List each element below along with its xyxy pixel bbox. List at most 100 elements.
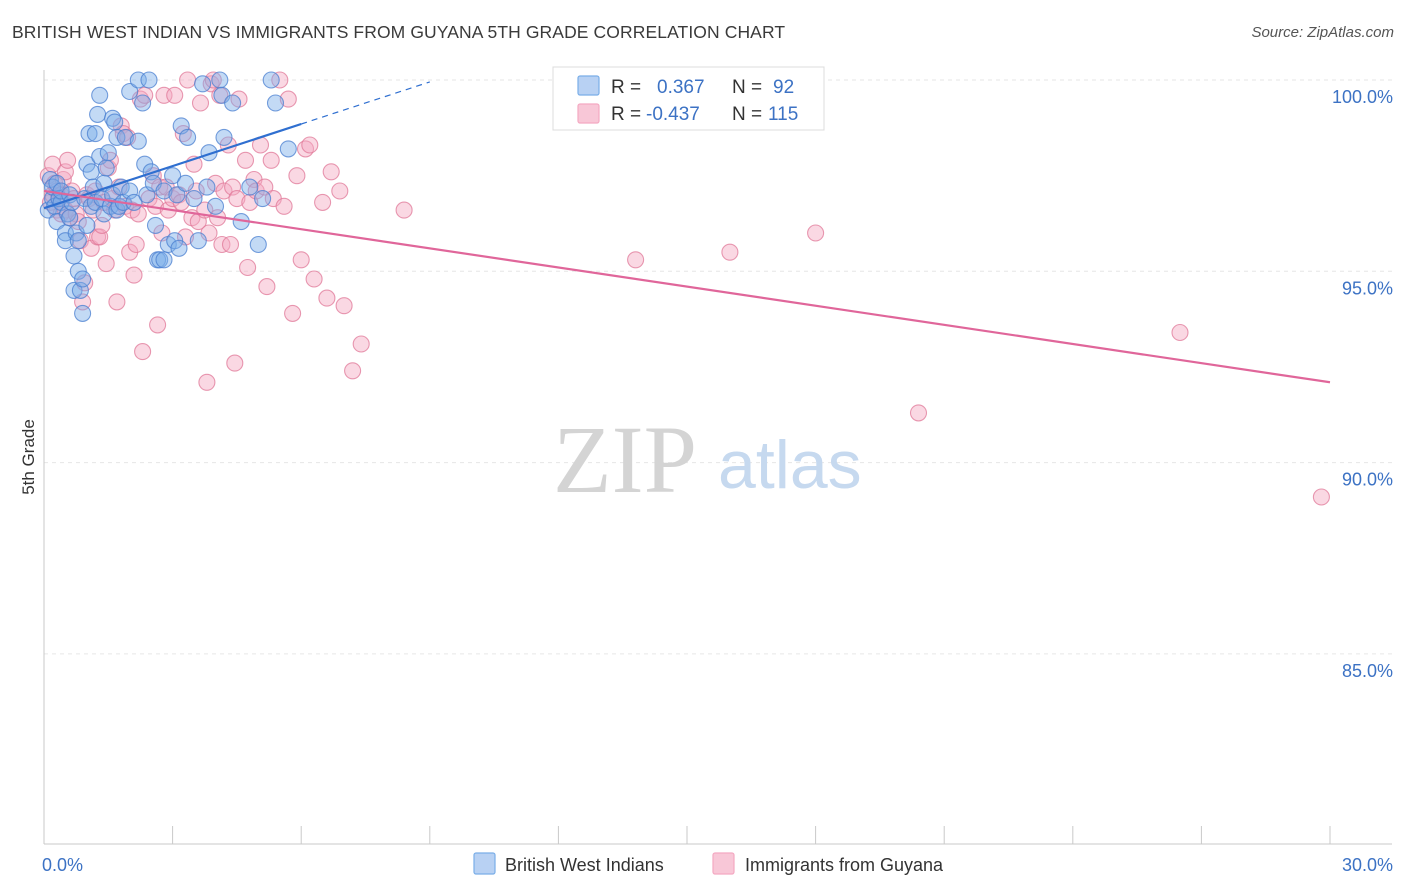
legend-n-value-blue: 92 xyxy=(773,77,794,98)
bottom-legend-label-pink: Immigrants from Guyana xyxy=(745,855,944,875)
data-point xyxy=(1171,323,1189,342)
data-point xyxy=(721,243,739,261)
data-point xyxy=(155,251,173,269)
data-point xyxy=(335,297,353,315)
stats-legend: R = 0.367 N = 92 R = -0.437 N = 115 xyxy=(552,66,825,131)
data-point xyxy=(258,278,276,296)
data-point xyxy=(322,163,340,181)
y-tick-label: 95.0% xyxy=(1342,278,1393,298)
data-point xyxy=(221,235,240,254)
data-point xyxy=(149,316,167,334)
data-point xyxy=(352,335,370,353)
data-point xyxy=(284,304,302,322)
data-point xyxy=(91,86,109,104)
data-point xyxy=(125,266,143,284)
data-point xyxy=(1312,488,1330,506)
data-point xyxy=(99,144,117,162)
data-point xyxy=(331,182,349,200)
data-point xyxy=(166,86,184,104)
data-point xyxy=(241,178,259,196)
data-point xyxy=(213,235,231,254)
y-tick-label: 85.0% xyxy=(1342,661,1393,681)
data-point xyxy=(106,113,124,131)
data-point xyxy=(189,232,207,250)
data-point xyxy=(204,71,222,89)
data-point xyxy=(627,251,645,269)
data-point xyxy=(262,151,280,169)
data-point xyxy=(279,140,297,158)
legend-n-label-pink: N = xyxy=(732,104,762,125)
data-point xyxy=(121,82,139,101)
data-point xyxy=(211,71,229,89)
data-point xyxy=(168,186,186,204)
watermark-zip: ZIP xyxy=(553,406,697,513)
data-point xyxy=(108,293,126,311)
data-point xyxy=(228,190,246,208)
watermark-atlas: atlas xyxy=(718,427,862,503)
x-tick-label-left: 0.0% xyxy=(42,855,83,875)
data-point xyxy=(65,247,83,265)
data-point xyxy=(127,235,145,254)
data-point xyxy=(65,281,83,299)
data-point xyxy=(89,105,107,123)
data-point xyxy=(206,197,225,215)
data-point xyxy=(275,197,293,215)
data-point xyxy=(215,128,233,146)
data-point xyxy=(151,251,169,269)
data-point xyxy=(170,239,188,257)
chart-title: BRITISH WEST INDIAN VS IMMIGRANTS FROM G… xyxy=(12,22,786,42)
data-point xyxy=(194,75,212,93)
data-point xyxy=(271,71,289,89)
data-point xyxy=(74,304,92,322)
data-point xyxy=(82,163,100,181)
data-point xyxy=(279,90,297,108)
y-tick-labels: 100.0% 95.0% 90.0% 85.0% xyxy=(1332,87,1393,681)
data-point xyxy=(226,354,244,372)
data-point xyxy=(266,94,285,112)
series-legend: British West Indians Immigrants from Guy… xyxy=(473,852,944,875)
bottom-legend-swatch-blue xyxy=(473,852,496,875)
data-point xyxy=(97,159,115,177)
data-point xyxy=(59,151,77,169)
data-point xyxy=(185,190,203,208)
data-point xyxy=(215,182,233,200)
data-point xyxy=(155,182,173,200)
data-point xyxy=(909,404,928,422)
trend-line-bwi xyxy=(43,122,302,210)
data-point xyxy=(395,201,413,219)
data-point xyxy=(807,224,825,242)
data-point xyxy=(129,132,147,150)
data-point xyxy=(80,125,98,143)
data-point xyxy=(249,235,267,254)
data-point xyxy=(179,71,197,89)
data-point xyxy=(140,71,158,89)
data-point xyxy=(121,182,139,200)
legend-r-label-blue: R = xyxy=(611,77,641,98)
trend-line-bwi-extension xyxy=(301,81,430,125)
legend-swatch-pink xyxy=(577,103,600,124)
trend-lines xyxy=(43,81,1331,384)
data-point xyxy=(239,258,257,277)
data-point xyxy=(305,270,323,288)
data-point xyxy=(164,167,182,185)
data-point xyxy=(254,190,272,208)
y-tick-label: 90.0% xyxy=(1342,470,1393,490)
data-point xyxy=(116,128,134,146)
data-point xyxy=(314,193,332,211)
data-point xyxy=(74,270,92,288)
data-point xyxy=(344,362,362,380)
y-tick-label: 100.0% xyxy=(1332,87,1393,107)
x-tick-label-right: 30.0% xyxy=(1342,855,1393,875)
data-point xyxy=(236,151,255,169)
data-point xyxy=(301,136,319,154)
chart-source: Source: ZipAtlas.com xyxy=(1251,24,1394,41)
data-point xyxy=(146,216,165,234)
bottom-legend-label-blue: British West Indians xyxy=(505,855,664,875)
legend-swatch-blue xyxy=(577,75,600,96)
data-point xyxy=(198,373,216,391)
data-point xyxy=(86,125,104,143)
data-point xyxy=(179,128,197,146)
data-point xyxy=(198,178,216,196)
data-point xyxy=(134,343,152,361)
